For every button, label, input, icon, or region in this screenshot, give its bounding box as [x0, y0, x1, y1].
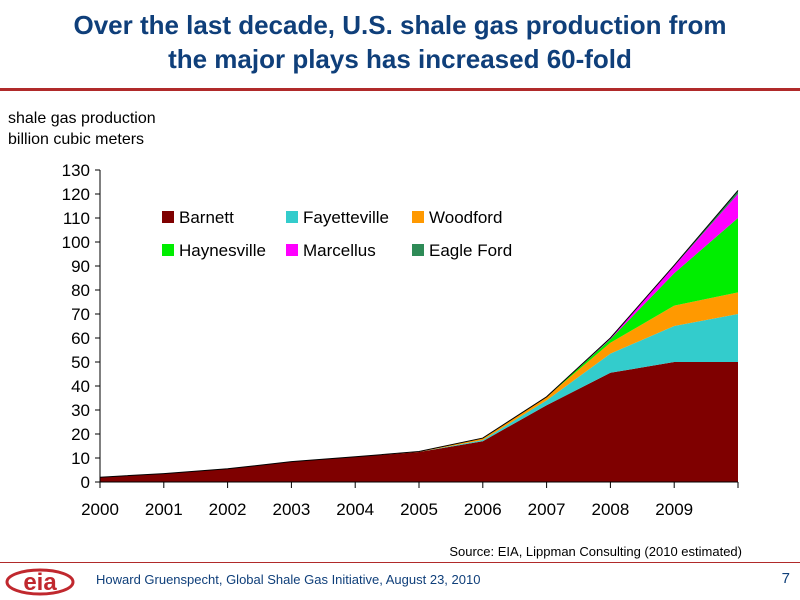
chart-title: Over the last decade, U.S. shale gas pro… — [0, 8, 800, 76]
legend-background — [150, 202, 520, 266]
legend-swatch-marcellus — [286, 244, 298, 256]
y-axis-label-line-2: billion cubic meters — [8, 131, 145, 148]
x-tick-label: 2006 — [464, 500, 502, 519]
x-tick-label: 2009 — [655, 500, 693, 519]
y-tick-label: 50 — [71, 353, 90, 372]
title-divider — [0, 88, 800, 91]
legend-label-woodford: Woodford — [429, 208, 502, 227]
y-tick-label: 90 — [71, 257, 90, 276]
eia-logo-swoosh — [5, 568, 75, 596]
eia-logo: eia — [5, 568, 75, 596]
presenter-credit: Howard Gruenspecht, Global Shale Gas Ini… — [96, 572, 481, 587]
y-axis-label: shale gas production billion cubic meter… — [8, 108, 156, 150]
legend-label-haynesville: Haynesville — [179, 241, 266, 260]
y-tick-label: 40 — [71, 377, 90, 396]
chart-title-line-2: the major plays has increased 60-fold — [168, 44, 632, 74]
chart-title-line-1: Over the last decade, U.S. shale gas pro… — [73, 10, 727, 40]
x-tick-label: 2003 — [272, 500, 310, 519]
legend: Barnett Fayetteville Woodford Haynesville Ma… — [150, 202, 520, 266]
x-tick-label: 2005 — [400, 500, 438, 519]
x-tick-label: 2000 — [81, 500, 119, 519]
footer-divider — [0, 562, 800, 563]
y-axis-label-line-1: shale gas production — [8, 110, 156, 127]
legend-swatch-haynesville — [162, 244, 174, 256]
y-tick-label: 100 — [62, 233, 90, 252]
x-tick-label: 2007 — [528, 500, 566, 519]
y-tick-label: 130 — [62, 161, 90, 180]
legend-label-marcellus: Marcellus — [303, 241, 376, 260]
legend-label-barnett: Barnett — [179, 208, 234, 227]
y-tick-label: 0 — [81, 473, 90, 492]
legend-swatch-fayetteville — [286, 211, 298, 223]
eia-logo-text: eia — [23, 569, 57, 596]
y-tick-label: 10 — [71, 449, 90, 468]
axes-group: 0 10 20 30 40 50 60 70 80 90 100 110 120 130 2000 2001 2… — [62, 161, 739, 519]
y-tick-label: 20 — [71, 425, 90, 444]
legend-label-eagle-ford: Eagle Ford — [429, 241, 512, 260]
x-tick-label: 2001 — [145, 500, 183, 519]
y-tick-label: 30 — [71, 401, 90, 420]
y-tick-label: 60 — [71, 329, 90, 348]
total-outline — [99, 190, 739, 478]
area-fayetteville — [100, 314, 738, 478]
x-tick-label: 2002 — [209, 500, 247, 519]
x-tick-label: 2008 — [591, 500, 629, 519]
legend-swatch-woodford — [412, 211, 424, 223]
legend-swatch-barnett — [162, 211, 174, 223]
legend-swatch-eagle-ford — [412, 244, 424, 256]
page-number: 7 — [781, 570, 790, 587]
legend-label-fayetteville: Fayetteville — [303, 208, 389, 227]
area-woodford — [100, 292, 738, 478]
stacked-area-chart: 0 10 20 30 40 50 60 70 80 90 100 110 120 130 2000 2001 2… — [62, 161, 739, 519]
x-tick-label: 2004 — [336, 500, 374, 519]
y-tick-label: 80 — [71, 281, 90, 300]
source-note: Source: EIA, Lippman Consulting (2010 es… — [449, 544, 742, 559]
area-series-group — [99, 190, 739, 482]
y-tick-label: 120 — [62, 185, 90, 204]
area-barnett — [100, 362, 738, 482]
y-tick-label: 110 — [63, 209, 90, 228]
y-tick-label: 70 — [71, 305, 90, 324]
